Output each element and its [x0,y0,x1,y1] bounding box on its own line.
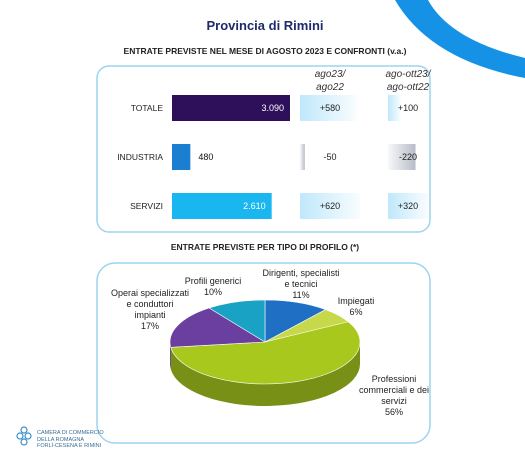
comparison-label: +580 [320,103,340,113]
pie-slice [208,299,266,343]
footer-line: FORLÌ-CESENA E RIMINI [37,443,102,449]
slice-side [170,342,360,407]
pie-slice [264,299,327,343]
pie-value-label: 11% [292,290,310,300]
value-label: 2.610 [243,201,266,211]
comparison-label: -50 [323,152,336,162]
footer-line: CAMERA DI COMMERCIO [37,430,104,436]
category-label: TOTALE [131,103,164,113]
bar [172,193,272,219]
bar [172,144,191,170]
value-label: 3.090 [261,103,284,113]
comparison-bar [300,144,305,170]
bar-title: ENTRATE PREVISTE NEL MESE DI AGOSTO 2023… [124,46,407,56]
comparison-bar [388,193,428,219]
pie-label: Professioni commerciali e dei servizi 56% [348,374,440,418]
comparison-header: ago23/ ago22 [314,69,346,93]
comparison-label: +100 [398,103,418,113]
pie-value-label: 17% [140,321,159,331]
pie-category: Profili generici [184,276,242,286]
category-label: INDUSTRIA [117,152,163,162]
footer-line: DELLA ROMAGNA [37,436,85,443]
logo-icon [16,426,32,446]
deco-arc [395,0,525,78]
comparison-label: +320 [398,201,418,211]
slice-side [170,342,171,370]
category-label: SERVIZI [130,201,163,211]
pie-category: Operai specializzati e conduttori impian… [110,288,190,320]
pie-category: Impiegati [337,296,375,306]
footer: CAMERA DI COMMERCIO DELLA ROMAGNA FORLÌ-CE… [37,430,104,450]
pie-label: Operai specializzati e conduttori impian… [110,288,190,332]
comparison-bar [388,144,416,170]
pie-slice [170,321,361,385]
comparison-bar [300,95,357,121]
comparison-header: ago-ott23/ ago-ott22 [385,69,431,93]
value-label: 480 [198,152,213,162]
pie-slice [169,307,266,348]
pie-value-label: 6% [349,307,363,317]
pie-label: Profili generici 10% [178,276,248,298]
pie-category: Professioni commerciali e dei servizi [358,374,430,406]
pie-label: Impiegati 6% [334,296,378,318]
page-title: Provincia di Rimini [206,18,323,33]
comparison-bar [388,95,401,121]
pie-label: Dirigenti, specialisti e tecnici 11% [262,268,340,301]
comparison-label: -220 [399,152,417,162]
comparison-label: +620 [320,201,340,211]
comparison-bar [300,193,360,219]
pie-value-label: 10% [203,287,222,297]
bar [172,95,290,121]
pie-value-label: 56% [384,407,403,417]
pie-title: ENTRATE PREVISTE PER TIPO DI PROFILO (*) [171,242,359,252]
pie-category: Dirigenti, specialisti e tecnici [262,268,340,289]
